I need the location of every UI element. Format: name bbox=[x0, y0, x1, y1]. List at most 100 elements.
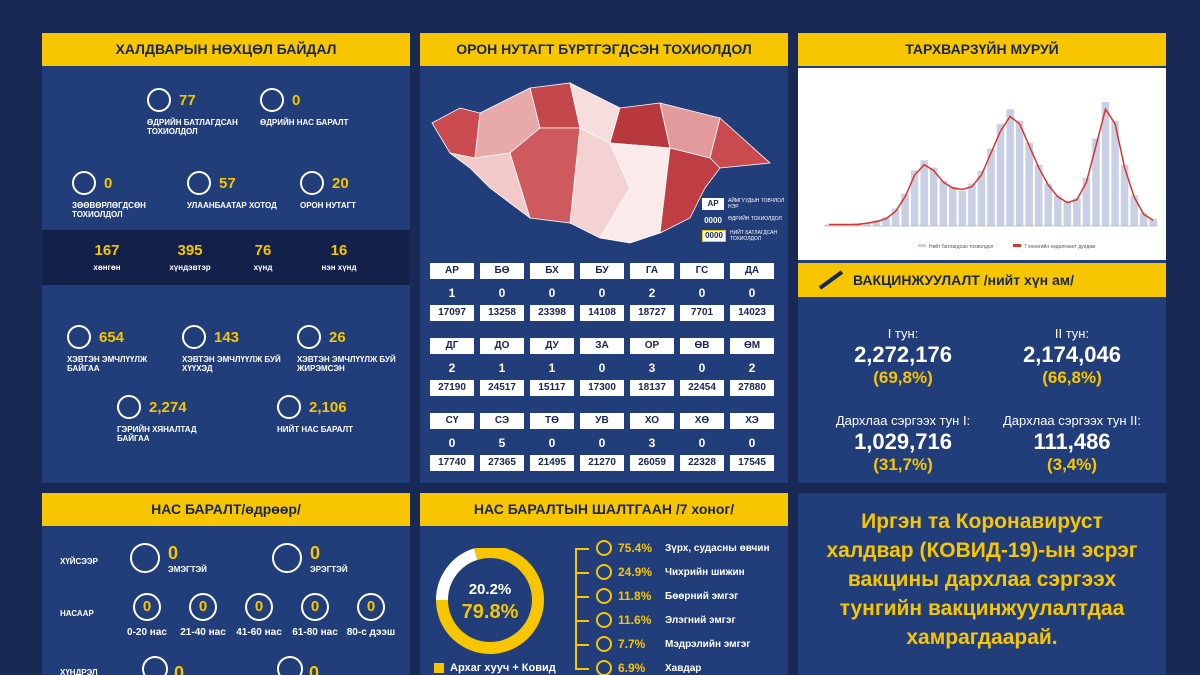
region-total: 14023 bbox=[730, 305, 774, 321]
region-daily: 5 bbox=[498, 436, 506, 450]
region-total: 27365 bbox=[480, 455, 524, 471]
dose-value: 111,486 bbox=[1033, 429, 1111, 454]
row-label: НАСААР bbox=[60, 609, 94, 618]
map-region bbox=[431, 107, 481, 159]
region-total: 15117 bbox=[530, 380, 574, 396]
dose-share: (69,8%) bbox=[873, 368, 933, 387]
syringe-body bbox=[818, 270, 844, 290]
daily-bar bbox=[1149, 218, 1157, 226]
region-total: 22454 bbox=[680, 380, 724, 396]
region-daily: 0 bbox=[548, 286, 556, 300]
age-circle bbox=[245, 593, 273, 621]
daily-bar bbox=[1130, 195, 1138, 226]
sex-label: ЭМЭГТЭЙ bbox=[168, 565, 207, 574]
daily-bar bbox=[1092, 138, 1100, 226]
cause-label: Бөөрний эмгэг bbox=[665, 591, 739, 602]
daily-bar bbox=[1054, 195, 1062, 226]
curve-panel: ТАРХВАРЗҮЙН МУРУЙ Нийт батлагдсан тохиолд… bbox=[798, 33, 1166, 483]
daily-bar bbox=[1044, 183, 1053, 226]
daily-bar bbox=[891, 208, 900, 226]
cause-share: 11.6% bbox=[618, 613, 652, 627]
daily-bar bbox=[958, 190, 967, 226]
daily-bar bbox=[1101, 101, 1110, 226]
bracket-tick bbox=[575, 572, 589, 574]
stat-label: УЛААНБААТАР ХОТОД bbox=[187, 201, 277, 210]
cause-icon bbox=[596, 564, 612, 580]
map-region bbox=[659, 147, 721, 234]
daily-bar bbox=[825, 224, 833, 226]
daily-bar bbox=[1006, 109, 1014, 226]
panel-header: ТАРХВАРЗҮЙН МУРУЙ bbox=[798, 33, 1166, 66]
complication-icon bbox=[277, 656, 303, 675]
region-daily: 0 bbox=[698, 361, 706, 375]
stat-icon bbox=[297, 325, 321, 349]
region-code: ДА bbox=[730, 263, 774, 279]
region-total: 23398 bbox=[530, 305, 574, 321]
cause-icon bbox=[596, 612, 612, 628]
legend-code: АР bbox=[702, 198, 724, 210]
stat-value: 57 bbox=[219, 175, 236, 192]
stat-label: НИЙТ НАС БАРАЛТ bbox=[277, 425, 353, 434]
bracket-tick bbox=[575, 668, 589, 670]
stat-value: 2,106 bbox=[309, 399, 347, 416]
region-total: 17740 bbox=[430, 455, 474, 471]
daily-bar bbox=[901, 193, 909, 226]
dose-value: 2,272,176 bbox=[854, 342, 952, 367]
dose-share: (3,4%) bbox=[1046, 455, 1098, 474]
stat-icon bbox=[277, 395, 301, 419]
stat-value: 2,274 bbox=[149, 399, 187, 416]
region-code: ГС bbox=[680, 263, 724, 279]
situation-panel: ХАЛДВАРЫН НӨХЦӨЛ БАЙДАЛ 77 ӨДРИЙН БАТЛАГДС… bbox=[42, 33, 410, 483]
map-legend: АР АЙМГУУДЫН ТОВЧЛОЛ НЭР 0000 ӨДРИЙН ТОХИОЛ… bbox=[702, 198, 788, 268]
age-value: 0 bbox=[142, 598, 152, 615]
region-total: 24517 bbox=[480, 380, 524, 396]
panel-header: ОРОН НУТАГТ БҮРТГЭГДСЭН ТОХИОЛДОЛ bbox=[420, 33, 788, 66]
daily-bar bbox=[834, 224, 843, 226]
donut-svg: 20.2% 79.8% bbox=[436, 546, 544, 654]
dose-label: Дархлаа сэргээх тун II: bbox=[1003, 413, 1141, 428]
panel-header: НАС БАРАЛТЫН ШАЛТГААН /7 хоног/ bbox=[420, 493, 788, 526]
region-code: ОР bbox=[630, 338, 674, 354]
daily-bar bbox=[1063, 201, 1072, 226]
stat-value: 0 bbox=[292, 92, 301, 109]
region-daily: 0 bbox=[598, 361, 606, 375]
daily-bar bbox=[939, 180, 948, 226]
region-total: 27190 bbox=[430, 380, 474, 396]
region-total: 21270 bbox=[580, 455, 624, 471]
average-line bbox=[828, 107, 1154, 226]
region-code: УВ bbox=[580, 413, 624, 429]
cause-label: Элэгний эмгэг bbox=[665, 615, 736, 626]
daily-bar bbox=[949, 186, 957, 226]
row-label: ХҮЙСЭЭР bbox=[60, 557, 98, 566]
legend-label: Нийт батлагдсан тохиолдол bbox=[929, 243, 994, 250]
region-total: 18137 bbox=[630, 380, 674, 396]
complication-value: 0 bbox=[174, 663, 185, 675]
region-code: СЭ bbox=[480, 413, 524, 429]
sex-value: 0 bbox=[168, 543, 179, 563]
region-daily: 0 bbox=[598, 436, 606, 450]
region-daily: 1 bbox=[448, 286, 456, 300]
region-total: 27880 bbox=[730, 380, 774, 396]
stat-value: 20 bbox=[332, 175, 349, 192]
age-label: 0-20 нас bbox=[127, 627, 167, 638]
region-daily: 1 bbox=[498, 361, 506, 375]
legend-total-label: НИЙТ БАТЛАГДСАН ТОХИОЛДОЛ bbox=[730, 230, 778, 242]
message: Иргэн та Коронавируст халдвар (КОВИД-19)… bbox=[826, 510, 1138, 649]
panel-header: НАС БАРАЛТ/өдрөөр/ bbox=[42, 493, 410, 526]
cause-icon bbox=[596, 636, 612, 652]
region-code: ХӨ bbox=[680, 413, 724, 429]
stat-label: ӨДРИЙН БАТЛАГДСАН ТОХИОЛДОЛ bbox=[147, 118, 238, 136]
daily-bar bbox=[1111, 120, 1119, 226]
age-circle bbox=[133, 593, 161, 621]
daily-bar bbox=[1120, 164, 1129, 226]
legend-total: 0000 bbox=[702, 230, 726, 242]
age-label: 61-80 нас bbox=[292, 627, 338, 638]
stat-icon bbox=[117, 395, 141, 419]
severity-value: 16 bbox=[330, 242, 348, 259]
severity-value: 76 bbox=[254, 242, 272, 259]
daily-bar bbox=[882, 217, 890, 226]
region-code: АР bbox=[430, 263, 474, 279]
region-code: ЗА bbox=[580, 338, 624, 354]
daily-bar bbox=[1034, 164, 1043, 226]
